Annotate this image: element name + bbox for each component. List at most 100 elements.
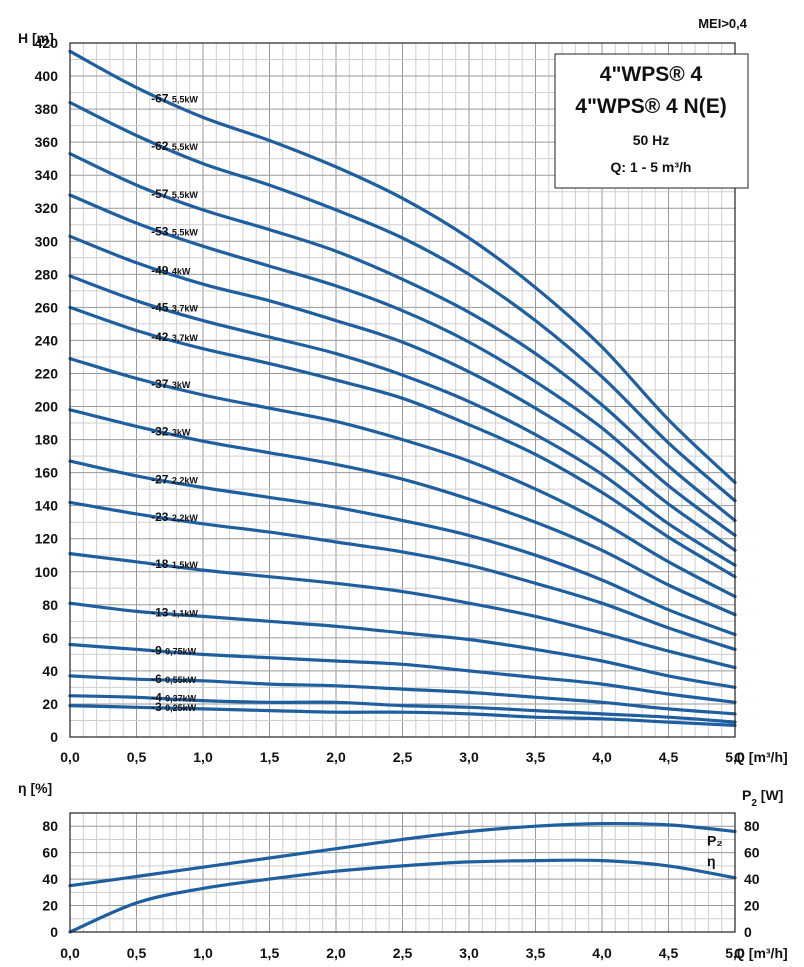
efficiency-series-label: η [707,853,716,869]
curve-label-power: 3kW [172,380,191,390]
head-curve [68,274,737,567]
y-tick-label: 320 [35,200,59,216]
x-tick-label: 0,0 [60,749,80,765]
head-curve [68,459,737,637]
head-curve [68,552,737,670]
head-curve [68,305,737,579]
curve-label: -3 0,25kW [151,700,197,714]
curve-label: -9 0,75kW [151,643,197,657]
curve-label-power: 4kW [172,266,191,276]
x-tick-label: 1,0 [193,749,213,765]
y-axis-label-head: H [m] [18,30,54,46]
x-tick-label: 2,0 [326,945,346,961]
head-curve [68,642,737,704]
y-tick-label: 340 [35,167,59,183]
curve-label-stages: -53 [151,224,172,238]
y-tick-label: 400 [35,68,59,84]
curve-label-stages: -49 [151,263,172,277]
curve-label: -57 5,5kW [151,187,198,201]
x-axis-label-lower: Q [m³/h] [734,945,788,961]
efficiency-axis-label: η [%] [18,780,52,796]
y-tick-label: 180 [35,432,59,448]
curve-label-power: 3,7kW [172,333,199,343]
x-tick-label: 4,0 [592,749,612,765]
curve-label-power: 3kW [172,427,191,437]
curve-label-power: 5,5kW [172,142,199,152]
x-tick-label: 4,5 [659,945,679,961]
curve-label-power: 2,2kW [172,476,199,486]
y-tick-label: 0 [50,924,58,940]
power-series-label: P₂ [707,833,723,849]
head-curve [68,500,737,651]
curve-label-stages: -45 [151,301,172,315]
chart-subtitle: 4"WPS® 4 N(E) [575,95,726,118]
curve-label: -67 5,5kW [151,92,198,106]
head-curve [68,193,737,537]
x-tick-label: 3,5 [526,749,546,765]
y-tick-label: 80 [42,818,58,834]
curve-label-stages: -67 [151,92,172,106]
curve-label-power: 0,25kW [165,703,197,713]
curve-label: -37 3kW [151,377,191,391]
head-curve [68,100,737,503]
head-curve [68,601,737,689]
efficiency-curve [68,858,737,934]
curve-label-stages: -27 [151,473,172,487]
title-box: 4"WPS® 4 4"WPS® 4 N(E) 50 Hz Q: 1 - 5 m³… [554,53,749,189]
y-tick-label: 280 [35,266,59,282]
curve-label-stages: -37 [151,377,172,391]
x-tick-label: 0,0 [60,945,80,961]
curve-label: -4 0,37kW [151,691,197,705]
y-tick-label: 60 [42,845,58,861]
curve-label-stages: -3 [151,700,165,714]
head-curve [68,49,737,485]
x-tick-label: 0,5 [127,749,147,765]
head-curves [68,49,737,727]
curve-label-power: 0,55kW [165,675,197,685]
curve-label-power: 1,1kW [172,608,199,618]
y-tick-label: 40 [42,663,58,679]
curve-label-stages: -32 [151,424,172,438]
curve-label-stages: -42 [151,330,172,344]
x-tick-label: 2,0 [326,749,346,765]
curve-label-stages: -23 [151,510,172,524]
y-tick-label: 160 [35,465,59,481]
curve-label: -18 1,5kW [151,557,198,571]
y-tick-label: 100 [35,564,59,580]
curve-label-stages: -4 [151,691,165,705]
curve-label-power: 2,2kW [172,513,199,523]
power-curve [68,821,737,888]
y-tick-label: 0 [50,729,58,745]
curve-label-power: 1,5kW [172,560,199,570]
chart-title: 4"WPS® 4 [600,63,703,86]
y-tick-label: 60 [42,630,58,646]
curve-label: -27 2,2kW [151,473,198,487]
curve-label: -42 3,7kW [151,330,198,344]
y-tick-label: 380 [35,101,59,117]
y2-tick-label: 20 [744,898,760,914]
frequency-label: 50 Hz [633,132,670,148]
curve-label-stages: -13 [151,605,172,619]
lower-plot-frame [69,812,736,933]
curve-label-power: 0,75kW [165,646,197,656]
y-tick-label: 20 [42,898,58,914]
y-tick-label: 200 [35,399,59,415]
head-curve [68,357,737,599]
x-tick-label: 3,0 [459,945,479,961]
mei-label: MEI>0,4 [698,16,748,31]
lower-x-tick-labels: 0,0 0,5 1,0 1,5 2,0 2,5 3,0 3,5 4,0 4,5 5,0 [60,945,745,961]
head-curve [68,408,737,617]
head-curve [68,694,737,724]
y-tick-label: 420 [35,35,59,51]
curve-label-stages: -6 [151,672,165,686]
curve-label-power: 5,5kW [172,227,199,237]
head-curve [68,152,737,523]
curve-label: -49 4kW [151,263,191,277]
curve-label: -45 3,7kW [151,301,198,315]
y2-tick-label: 0 [744,924,752,940]
y-tick-label: 20 [42,696,58,712]
main-y-tick-labels: 0 20 40 60 80 100 120 140 160 180 200 220 240 260 280 3… [35,35,59,745]
x-tick-label: 4,0 [592,945,612,961]
x-tick-label: 2,5 [393,749,413,765]
